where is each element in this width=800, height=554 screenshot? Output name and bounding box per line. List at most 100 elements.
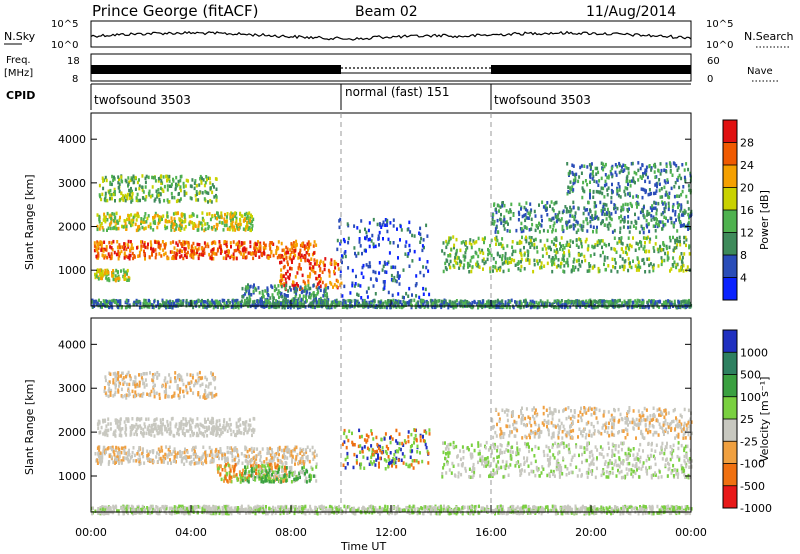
scatter-cell (108, 223, 111, 227)
scatter-cell (170, 224, 173, 229)
scatter-cell (127, 450, 130, 455)
scatter-cell (662, 241, 665, 245)
scatter-cell (662, 211, 665, 215)
scatter-cell (463, 263, 466, 267)
scatter-cell (113, 300, 116, 304)
scatter-cell (107, 462, 110, 466)
scatter-cell (455, 237, 458, 242)
scatter-cell (595, 204, 598, 208)
scatter-cell (172, 459, 175, 463)
scatter-cell (190, 455, 193, 459)
scatter-cell (117, 180, 120, 185)
scatter-cell (168, 451, 171, 456)
scatter-cell (148, 189, 151, 194)
scatter-cell (465, 248, 468, 252)
scatter-cell (603, 164, 606, 169)
scatter-cell (427, 269, 430, 273)
scatter-cell (140, 219, 143, 224)
scatter-cell (245, 300, 248, 305)
scatter-cell (525, 299, 527, 304)
scatter-cell (264, 243, 267, 247)
scatter-cell (181, 249, 183, 254)
scatter-cell (259, 458, 262, 462)
scatter-cell (678, 235, 681, 240)
scatter-cell (365, 290, 368, 294)
scatter-cell (187, 429, 190, 433)
scatter-cell (249, 461, 252, 465)
scatter-cell (513, 258, 516, 263)
scatter-cell (239, 417, 242, 421)
scatter-cell (421, 244, 424, 248)
scatter-cell (291, 283, 294, 287)
scatter-cell (347, 240, 350, 245)
scatter-cell (123, 256, 126, 260)
scatter-cell (682, 213, 685, 217)
scatter-cell (154, 248, 157, 252)
scatter-cell (443, 300, 446, 305)
scatter-cell (225, 253, 228, 258)
scatter-cell (418, 305, 421, 309)
scatter-cell (596, 240, 599, 244)
scatter-cell (257, 249, 260, 253)
scatter-cell (257, 286, 260, 290)
scatter-cell (540, 261, 543, 265)
scatter-cell (247, 251, 250, 255)
scatter-cell (126, 454, 129, 459)
scatter-cell (499, 205, 502, 209)
scatter-cell (477, 264, 480, 269)
scatter-cell (482, 299, 485, 304)
scatter-cell (536, 259, 539, 263)
scatter-cell (410, 305, 413, 310)
scatter-cell (117, 270, 119, 274)
scatter-cell (224, 212, 226, 217)
scatter-cell (241, 295, 244, 299)
scatter-cell (603, 212, 606, 217)
scatter-cell (299, 255, 302, 260)
scatter-cell (679, 220, 682, 225)
scatter-cell (353, 246, 356, 250)
scatter-cell (198, 243, 201, 247)
scatter-cell (297, 284, 299, 288)
scatter-cell (204, 450, 207, 455)
scatter-cell (231, 225, 234, 230)
scatter-cell (333, 259, 336, 264)
scatter-cell (187, 455, 190, 459)
scatter-cell (471, 303, 473, 307)
scatter-cell (668, 191, 671, 196)
scatter-cell (118, 454, 121, 459)
scatter-cell (284, 455, 287, 459)
scatter-cell (562, 244, 565, 248)
scatter-cell (577, 267, 580, 272)
scatter-cell (488, 251, 491, 255)
scatter-cell (639, 166, 642, 171)
scatter-cell (261, 301, 264, 305)
scatter-cell (135, 218, 138, 222)
scatter-cell (114, 274, 117, 278)
scatter-cell (508, 305, 511, 310)
scatter-cell (232, 240, 235, 244)
scatter-cell (686, 265, 689, 269)
scatter-cell (143, 241, 146, 245)
scatter-cell (516, 241, 519, 245)
scatter-cell (280, 284, 283, 289)
scatter-cell (335, 303, 338, 308)
scatter-cell (643, 305, 646, 310)
scatter-cell (214, 216, 217, 220)
scatter-cell (602, 167, 605, 172)
scatter-cell (226, 212, 229, 216)
scatter-cell (428, 292, 431, 297)
scatter-cell (663, 168, 666, 172)
scatter-cell (624, 186, 627, 190)
scatter-cell (501, 256, 504, 261)
scatter-cell (329, 280, 332, 285)
scatter-cell (278, 447, 281, 452)
scatter-cell (98, 303, 101, 307)
scatter-cell (661, 202, 664, 206)
scatter-cell (260, 461, 263, 465)
scatter-cell (100, 248, 103, 252)
scatter-cell (200, 181, 203, 185)
scatter-cell (335, 261, 338, 266)
scatter-cell (646, 235, 649, 240)
scatter-cell (351, 281, 354, 285)
scatter-cell (653, 216, 656, 221)
